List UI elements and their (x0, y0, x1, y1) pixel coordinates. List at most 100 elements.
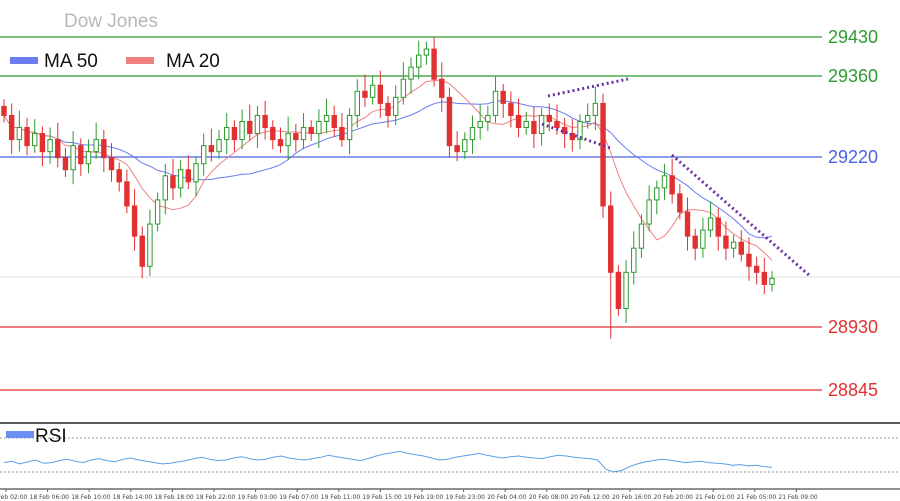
candle (485, 105, 491, 132)
candle-body (346, 114, 353, 141)
candle (32, 119, 38, 153)
candle-body (147, 223, 153, 267)
candle (615, 265, 622, 316)
candle (623, 260, 629, 324)
candle-body (354, 90, 360, 116)
candle-body (224, 127, 230, 141)
candle (193, 156, 199, 197)
candle (730, 234, 737, 258)
candle-body (485, 114, 491, 122)
candle-body (715, 217, 721, 237)
candle (362, 74, 368, 107)
level-label-29360: 29360 (828, 66, 878, 86)
candle (477, 104, 483, 140)
candle-body (623, 271, 629, 310)
candle (392, 85, 399, 126)
candle (1, 99, 7, 123)
candle (508, 91, 514, 128)
candle-body (162, 175, 168, 201)
candle (369, 75, 376, 105)
candle-body (600, 102, 606, 207)
candle-body (108, 157, 115, 171)
candle (546, 103, 552, 132)
candle-body (446, 96, 453, 147)
candle (85, 139, 92, 174)
candle-body (515, 114, 522, 129)
candle-body (615, 271, 622, 310)
candle (416, 40, 422, 80)
x-tick-label: 18 Feb 18:00 (154, 494, 194, 501)
candle-body (39, 133, 46, 153)
candle (677, 184, 683, 220)
candle-body (631, 247, 637, 273)
candle-body (239, 120, 245, 141)
candle-body (1, 105, 7, 116)
x-tick-label: 20 Feb 20:00 (654, 494, 694, 501)
candle (608, 191, 614, 339)
x-tick-label: 20 Feb 08:00 (529, 494, 569, 501)
candle (515, 98, 522, 138)
candle (454, 131, 460, 162)
candle (408, 57, 414, 94)
downtrend-line (671, 153, 811, 278)
candle-body (362, 90, 368, 98)
candle-body (185, 169, 192, 183)
candle-body (316, 120, 322, 135)
candle (492, 76, 499, 123)
candle-body (254, 114, 261, 135)
candle-body (769, 277, 775, 285)
candle-body (669, 175, 675, 195)
candle (200, 133, 207, 176)
candle-body (216, 139, 222, 153)
candle (62, 148, 69, 177)
x-tick-label: 19 Feb 03:00 (238, 494, 278, 501)
candle (108, 143, 115, 182)
candle (769, 271, 775, 292)
candle (439, 62, 445, 112)
candle (707, 201, 714, 238)
candle (400, 62, 407, 105)
candle (723, 221, 729, 261)
candle-body (262, 114, 268, 129)
candle-body (738, 241, 744, 255)
candle (162, 163, 168, 215)
x-tick-label: 19 Feb 19:00 (404, 494, 444, 501)
candle-body (323, 114, 330, 122)
candle (715, 208, 721, 251)
candle-body (154, 199, 161, 225)
candle (47, 127, 53, 164)
candle (746, 237, 752, 281)
candle-body (477, 120, 483, 129)
candle (385, 96, 391, 128)
candle (700, 218, 706, 258)
candle-body (746, 253, 752, 267)
x-tick-label: 19 Feb 23:00 (446, 494, 486, 501)
x-tick-label: 18 Feb 06:00 (30, 494, 70, 501)
candle (354, 79, 360, 128)
x-tick-label: 18 Feb 10:00 (71, 494, 111, 501)
candle-body (24, 127, 30, 147)
chart-title: Dow Jones (64, 11, 158, 32)
candle-body (454, 145, 460, 153)
candle (216, 129, 222, 159)
candle-body (523, 120, 529, 129)
candle (131, 189, 138, 251)
rsi-legend-label: RSI (35, 426, 67, 447)
candle (177, 160, 184, 198)
candle (116, 162, 122, 192)
candle (285, 116, 291, 161)
candle-body (385, 102, 391, 116)
candle (669, 158, 675, 204)
x-tick-label: 21 Feb 09:00 (778, 494, 818, 501)
candle-body (469, 127, 476, 141)
rsi-panel: RSI (0, 422, 900, 490)
level-label-29430: 29430 (828, 27, 878, 47)
candle (738, 230, 744, 262)
candle-body (730, 241, 737, 249)
candle (654, 180, 660, 215)
candle (39, 126, 46, 167)
candle (70, 131, 76, 185)
candle-body (193, 163, 199, 183)
